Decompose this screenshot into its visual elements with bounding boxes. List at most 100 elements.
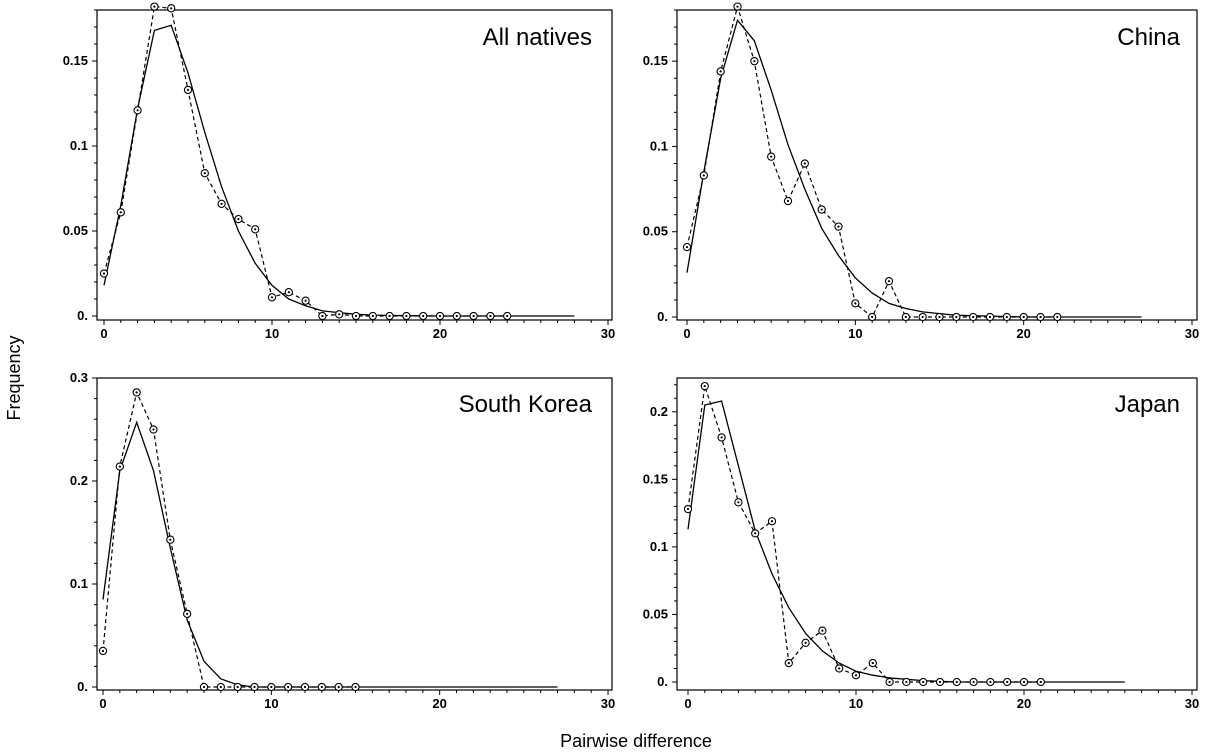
x-tick-label: 20 [1017, 696, 1031, 711]
observed-point-center [938, 680, 942, 684]
x-tick-label: 20 [433, 326, 447, 341]
observed-point-center [506, 314, 509, 318]
y-tick-label: 0.2 [650, 404, 668, 419]
observed-point-center [685, 245, 689, 249]
panels-group: 0 10 20 30 0. 0.05 0.1 0.15 All natives 0 10 20 30 0.… [63, 2, 1199, 711]
observed-point-center [686, 507, 690, 511]
observed-point-center [170, 7, 173, 10]
x-tick-label: 0 [100, 326, 107, 341]
observed-point-center [754, 532, 757, 535]
observed-point-center [888, 680, 891, 684]
observed-point-center [455, 314, 458, 318]
x-tick-label: 10 [265, 326, 279, 341]
observed-point-center [102, 272, 106, 275]
observed-point-center [988, 315, 992, 319]
observed-point-center [253, 685, 256, 689]
observed-point-center [422, 314, 425, 318]
observed-series-line [103, 5, 508, 317]
observed-point-center [871, 661, 874, 665]
x-tick-label: 20 [1016, 326, 1030, 341]
observed-point-center [922, 680, 925, 684]
observed-point-center [821, 629, 824, 632]
y-tick-label: 0.1 [70, 576, 88, 591]
y-tick-label: 0. [77, 308, 88, 323]
x-tick-label: 30 [601, 696, 615, 711]
observed-point-center [837, 225, 840, 228]
y-tick-label: 0.15 [63, 53, 88, 68]
observed-series-line [687, 385, 1041, 683]
plot-frame [676, 9, 1198, 321]
x-tick-label: 0 [99, 696, 106, 711]
y-tick-label: 0. [657, 674, 668, 689]
y-tick-label: 0.05 [643, 606, 668, 621]
observed-point-center [320, 685, 323, 689]
panel-2: 0 10 20 30 0. 0.05 0.1 0.15 China [643, 2, 1199, 341]
observed-point-center [905, 680, 908, 684]
observed-point-center [736, 5, 739, 8]
y-axis-title: Frequency [4, 335, 24, 420]
observed-point-center [1022, 680, 1026, 684]
observed-point-center [270, 685, 273, 689]
x-tick-label: 30 [1185, 326, 1199, 341]
expected-series-line [103, 24, 575, 317]
observed-point-center [152, 428, 155, 431]
observed-point-center [388, 314, 391, 318]
observed-point-center [787, 661, 790, 665]
y-tick-label: 0. [77, 679, 88, 694]
observed-point-center [118, 465, 121, 468]
panel-title: Japan [1115, 391, 1180, 418]
observed-point-center [1006, 680, 1009, 684]
panel-title: All natives [483, 24, 592, 51]
plot-frame [96, 9, 613, 321]
observed-point-center [972, 315, 975, 319]
observed-point-center [820, 208, 823, 211]
expected-series-line [102, 420, 558, 688]
observed-point-center [472, 314, 475, 318]
x-tick-label: 30 [601, 326, 615, 341]
observed-point-center [703, 385, 706, 388]
observed-point-center [287, 291, 290, 294]
observed-point-center [186, 612, 189, 615]
observed-point-center [904, 315, 907, 319]
x-tick-label: 10 [849, 696, 863, 711]
observed-point-center [236, 685, 239, 689]
observed-point-center [135, 391, 138, 394]
observed-point-center [1005, 315, 1008, 319]
panel-1: 0 10 20 30 0. 0.05 0.1 0.15 All natives [63, 2, 615, 341]
plot-frame [96, 377, 613, 691]
y-tick-label: 0.2 [70, 473, 88, 488]
observed-point-center [702, 174, 705, 177]
x-tick-label: 0 [683, 326, 690, 341]
observed-point-center [955, 680, 958, 684]
observed-point-center [254, 228, 257, 231]
observed-point-center [753, 60, 756, 63]
observed-series-line [102, 390, 356, 688]
observed-point-center [854, 674, 858, 677]
panel-3: 0 10 20 30 0. 0.1 0.2 0.3 South Korea [70, 370, 615, 711]
observed-point-center [438, 314, 442, 318]
observed-point-center [186, 88, 190, 91]
observed-point-center [303, 685, 307, 689]
observed-point-center [354, 314, 358, 318]
panel-title: South Korea [459, 391, 593, 418]
observed-point-center [1039, 680, 1042, 684]
panel-title: China [1117, 24, 1180, 51]
observed-point-center [405, 314, 408, 318]
observed-point-center [719, 70, 722, 73]
observed-point-center [489, 314, 492, 318]
observed-point-center [770, 155, 773, 158]
y-tick-label: 0.15 [643, 471, 668, 486]
expected-series-line [687, 400, 1125, 683]
y-tick-label: 0.05 [643, 224, 668, 239]
observed-point-center [854, 302, 857, 305]
observed-point-center [304, 299, 307, 302]
x-tick-label: 10 [264, 696, 278, 711]
panel-4: 0 10 20 30 0. 0.05 0.1 0.15 0.2 Japan [643, 377, 1199, 711]
observed-point-center [720, 436, 723, 439]
observed-point-center [972, 680, 975, 684]
x-axis-title: Pairwise difference [560, 731, 712, 751]
observed-point-center [989, 680, 992, 684]
observed-point-center [321, 314, 324, 318]
observed-point-center [786, 199, 790, 203]
y-tick-label: 0.1 [70, 138, 88, 153]
